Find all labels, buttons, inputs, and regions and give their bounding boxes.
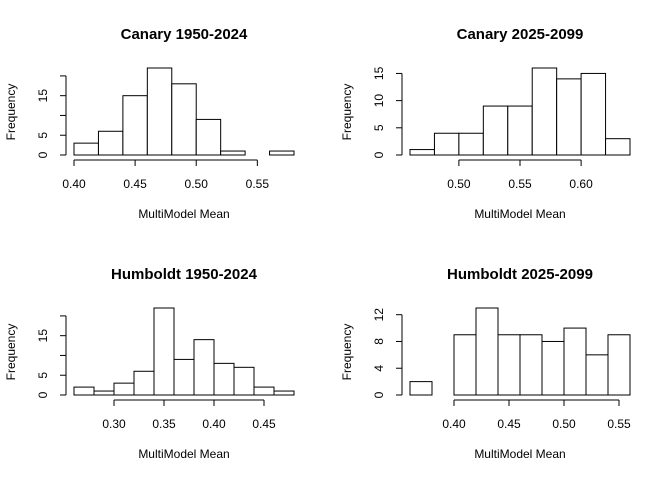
- bar: [409, 149, 435, 156]
- x-tick-label: 0.30: [102, 417, 126, 431]
- x-tick-label: 0.50: [447, 177, 471, 191]
- y-tick-label: 8: [372, 338, 386, 345]
- x-tick-label: 0.45: [497, 417, 521, 431]
- bar: [173, 358, 195, 396]
- panel: Humboldt 2025-2099 MultiModel Mean Frequen…: [340, 266, 631, 461]
- y-tick-label: 0: [372, 151, 386, 158]
- chart-title: Humboldt 1950-2024: [111, 266, 258, 283]
- bar: [563, 327, 587, 396]
- bar: [409, 381, 433, 396]
- bar: [220, 150, 246, 156]
- x-tick-label: 0.55: [508, 177, 532, 191]
- bar: [541, 340, 565, 396]
- y-tick-label: 12: [372, 308, 386, 322]
- bar: [195, 118, 222, 156]
- x-axis-label: MultiModel Mean: [138, 207, 229, 221]
- bar: [233, 366, 255, 396]
- bar: [213, 362, 235, 396]
- chart-title: Canary 1950-2024: [121, 26, 248, 43]
- bar: [556, 78, 582, 156]
- y-tick-label: 0: [36, 391, 50, 398]
- x-axis-label: MultiModel Mean: [138, 447, 229, 461]
- y-axis-label: Frequency: [4, 84, 18, 141]
- x-tick-label: 0.60: [569, 177, 593, 191]
- bar: [497, 334, 521, 396]
- bar: [580, 72, 607, 156]
- x-tick-label: 0.45: [123, 177, 147, 191]
- bar: [146, 67, 173, 156]
- y-axis-label: Frequency: [340, 84, 354, 141]
- bar: [519, 334, 543, 396]
- bar: [113, 382, 135, 396]
- y-tick-label: 10: [372, 94, 386, 108]
- bar: [193, 339, 215, 396]
- panel: Canary 2025-2099 MultiModel Mean Frequency…: [340, 26, 631, 221]
- y-tick-label: 5: [36, 372, 50, 379]
- y-tick-label: 15: [36, 89, 50, 103]
- chart-title: Humboldt 2025-2099: [447, 266, 593, 283]
- panel: Canary 1950-2024 MultiModel Mean Frequency…: [4, 26, 295, 221]
- bar: [607, 334, 631, 396]
- bar: [171, 83, 197, 156]
- x-tick-label: 0.40: [62, 177, 86, 191]
- bar: [73, 386, 95, 396]
- y-tick-label: 15: [372, 66, 386, 80]
- x-tick-label: 0.40: [202, 417, 226, 431]
- y-axis-label: Frequency: [340, 324, 354, 381]
- y-tick-label: 0: [36, 151, 50, 158]
- bar: [122, 95, 148, 156]
- x-tick-label: 0.45: [252, 417, 276, 431]
- x-tick-label: 0.40: [442, 417, 466, 431]
- x-tick-label: 0.50: [552, 417, 576, 431]
- bar: [605, 138, 631, 156]
- y-tick-label: 5: [372, 124, 386, 131]
- y-tick-label: 5: [36, 132, 50, 139]
- x-axis-label: MultiModel Mean: [474, 447, 565, 461]
- y-tick-label: 4: [372, 365, 386, 372]
- x-axis-label: MultiModel Mean: [474, 207, 565, 221]
- panel: Humboldt 1950-2024 MultiModel Mean Frequen…: [4, 266, 295, 461]
- bar: [269, 150, 295, 156]
- bar: [253, 386, 275, 396]
- y-axis-label: Frequency: [4, 324, 18, 381]
- x-tick-label: 0.55: [607, 417, 631, 431]
- chart-title: Canary 2025-2099: [457, 26, 584, 43]
- bar: [458, 132, 484, 156]
- x-tick-label: 0.55: [246, 177, 270, 191]
- bar: [97, 130, 124, 156]
- bar: [585, 354, 609, 396]
- bar: [475, 307, 499, 396]
- bar: [531, 67, 558, 156]
- bar: [93, 390, 115, 396]
- y-tick-label: 0: [372, 391, 386, 398]
- bar: [507, 105, 533, 156]
- bar: [433, 132, 460, 156]
- bar: [482, 105, 509, 156]
- y-tick-label: 15: [36, 329, 50, 343]
- x-tick-label: 0.35: [152, 417, 176, 431]
- bar: [273, 390, 295, 396]
- x-tick-label: 0.50: [185, 177, 209, 191]
- bar: [453, 334, 477, 396]
- bar: [73, 142, 99, 156]
- bar: [153, 307, 175, 396]
- bar: [133, 370, 155, 396]
